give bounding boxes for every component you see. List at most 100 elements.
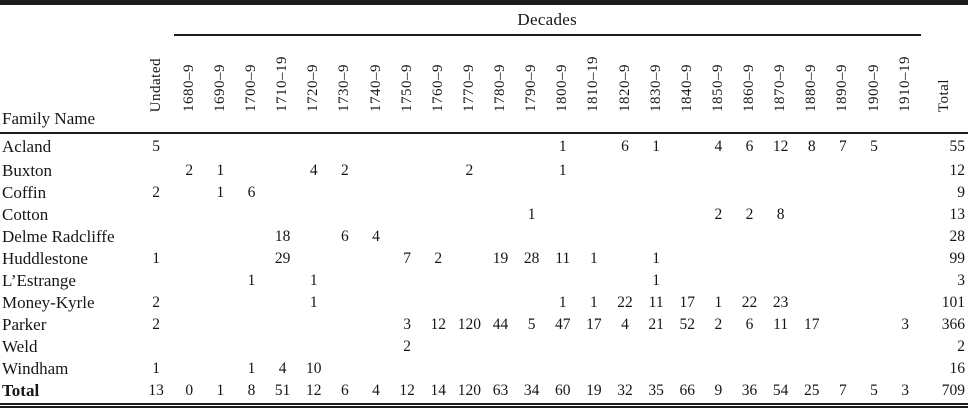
value-cell: 1	[152, 360, 160, 377]
value-cell	[516, 226, 547, 248]
value-cell	[205, 248, 236, 270]
value-cell	[360, 336, 391, 358]
value-cell	[765, 336, 796, 358]
decades-label: Decades	[517, 9, 578, 29]
value-cell	[641, 182, 672, 204]
value-cell	[516, 182, 547, 204]
table-row: Parker 2 3 12 120 44 5 47 17 4 21 52 2 6 11 17 3 366	[0, 314, 968, 336]
value-cell	[423, 160, 454, 182]
value-cell	[765, 248, 796, 270]
value-cell	[236, 160, 267, 182]
family-name-cell: Cotton	[2, 205, 49, 224]
value-cell	[454, 292, 485, 314]
value-cell: 4	[309, 162, 318, 179]
value-cell	[765, 160, 796, 182]
value-cell	[392, 182, 423, 204]
value-cell	[641, 358, 672, 380]
value-cell: 22	[741, 294, 758, 311]
value-cell	[236, 248, 267, 270]
value-cell	[547, 182, 578, 204]
value-cell	[796, 336, 827, 358]
table-row: Coffin 2 1 6 9	[0, 182, 968, 204]
value-cell	[360, 292, 391, 314]
value-cell	[174, 314, 205, 336]
value-cell: 35	[648, 382, 664, 399]
value-cell	[267, 133, 298, 160]
decade-column-header: 1900–9	[858, 35, 890, 134]
value-cell	[392, 358, 423, 380]
value-cell	[890, 358, 921, 380]
value-cell	[827, 226, 858, 248]
value-cell: 2	[465, 162, 474, 179]
family-name-cell: Windham	[2, 359, 69, 378]
value-cell	[516, 358, 547, 380]
value-cell	[578, 336, 609, 358]
value-cell: 11	[773, 316, 789, 333]
value-cell	[329, 292, 360, 314]
value-cell: 11	[648, 294, 664, 311]
value-cell	[641, 160, 672, 182]
value-cell	[703, 160, 734, 182]
value-cell	[423, 270, 454, 292]
top-double-rule	[0, 0, 968, 5]
value-cell	[174, 248, 205, 270]
value-cell	[734, 182, 765, 204]
decade-label: 1810–19	[585, 56, 602, 112]
decade-label: 1690–9	[211, 64, 228, 112]
value-cell: 60	[555, 382, 571, 399]
total-label: Total	[935, 78, 952, 112]
value-cell	[454, 358, 485, 380]
value-cell	[360, 133, 391, 160]
decade-label: 1730–9	[336, 64, 353, 112]
decade-label: 1850–9	[709, 64, 726, 112]
value-cell	[360, 204, 391, 226]
value-cell	[890, 160, 921, 182]
value-cell	[485, 270, 516, 292]
value-cell	[672, 204, 703, 226]
value-cell	[329, 336, 360, 358]
value-cell: 1	[152, 250, 160, 267]
value-cell: 4	[278, 360, 287, 377]
value-cell: 3	[901, 316, 910, 333]
value-cell	[796, 204, 827, 226]
value-cell	[641, 226, 672, 248]
decade-column-header: 1860–9	[733, 35, 766, 134]
value-cell	[734, 358, 765, 380]
value-cell	[174, 182, 205, 204]
decade-column-header: 1790–9	[516, 35, 548, 134]
value-cell	[703, 226, 734, 248]
row-total-cell: 28	[949, 228, 966, 245]
value-cell: 19	[586, 382, 602, 399]
value-cell	[547, 358, 578, 380]
spanner-undated-spacer	[139, 5, 174, 35]
row-total-cell: 366	[941, 316, 965, 333]
value-cell	[485, 182, 516, 204]
value-cell	[298, 248, 329, 270]
value-cell: 3	[403, 316, 412, 333]
value-cell	[672, 182, 703, 204]
value-cell: 51	[274, 382, 291, 399]
value-cell	[827, 270, 858, 292]
value-cell	[329, 358, 360, 380]
value-cell	[827, 160, 858, 182]
value-cell	[609, 182, 640, 204]
value-cell	[578, 358, 609, 380]
value-cell	[205, 133, 236, 160]
row-total-cell: 3	[957, 272, 965, 289]
value-cell	[516, 336, 547, 358]
value-cell: 34	[523, 382, 540, 399]
value-cell	[485, 292, 516, 314]
value-cell: 12	[430, 316, 447, 333]
value-cell	[858, 358, 889, 380]
value-cell	[236, 226, 267, 248]
family-name-cell: Delme Radcliffe	[2, 227, 115, 246]
decade-label: 1860–9	[741, 64, 758, 112]
value-cell	[236, 292, 267, 314]
value-cell: 44	[492, 316, 509, 333]
row-total-cell: 101	[941, 294, 965, 311]
value-cell: 36	[741, 382, 758, 399]
value-cell	[139, 226, 174, 248]
decade-column-header: 1800–9	[547, 35, 579, 134]
value-cell	[392, 226, 423, 248]
